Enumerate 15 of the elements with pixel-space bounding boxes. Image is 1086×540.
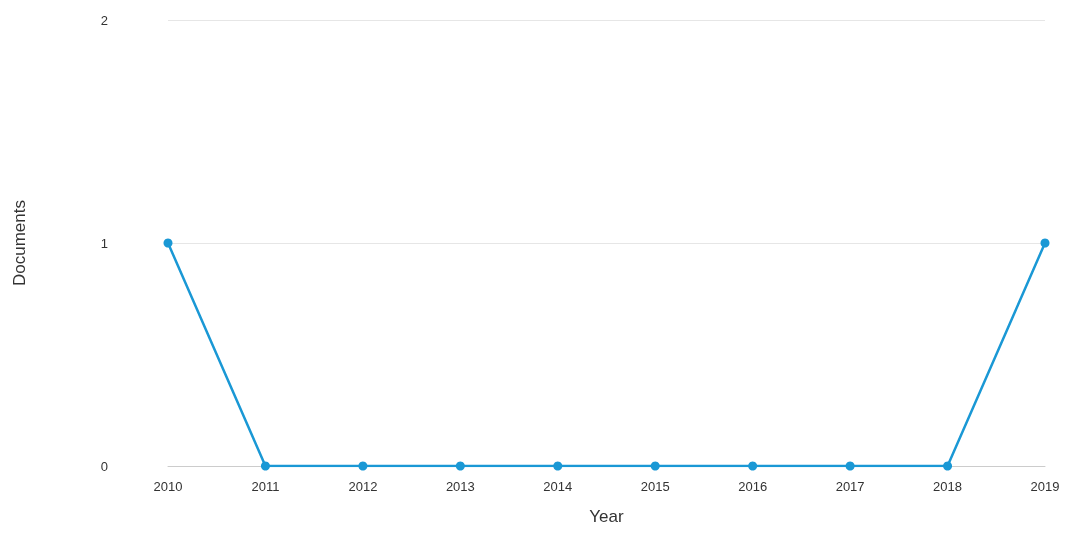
x-tick-label: 2017 — [835, 479, 865, 494]
y-tick-label: 1 — [100, 235, 108, 251]
x-tick-label: 2012 — [348, 479, 378, 494]
x-tick-label: 2018 — [933, 479, 963, 494]
x-tick-label: 2010 — [153, 479, 183, 494]
x-tick-label: 2016 — [738, 479, 768, 494]
x-tick-label: 2015 — [640, 479, 670, 494]
x-axis-title: Year — [589, 507, 625, 526]
y-tick-label: 2 — [100, 12, 108, 28]
y-axis-title: Documents — [10, 200, 29, 286]
y-tick-label: 0 — [100, 458, 108, 474]
x-tick-label: 2013 — [445, 479, 475, 494]
x-tick-label: 2014 — [543, 479, 573, 494]
x-tick-label: 2019 — [1030, 479, 1060, 494]
x-tick-label: 2011 — [251, 479, 280, 494]
